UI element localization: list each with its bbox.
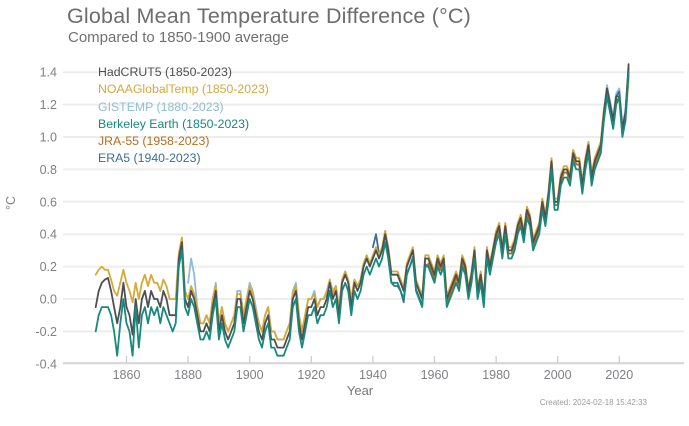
y-tick-label: 1.0 [40,131,57,145]
legend-item: NOAAGlobalTemp (1850-2023) [98,82,269,97]
legend: HadCRUT5 (1850-2023) NOAAGlobalTemp (1850… [98,64,269,168]
y-tick-label: 0.6 [40,195,57,209]
y-tick-label: 0.8 [40,163,57,177]
series-line-4 [94,71,630,357]
series-line-5 [427,74,630,304]
y-tick-label: 0.4 [40,228,57,242]
legend-item: ERA5 (1940-2023) [98,151,201,166]
y-tick-label: 1.4 [40,66,57,80]
x-axis-label: Year [346,383,374,398]
x-tick-label: 1980 [482,368,510,382]
y-tick-label: -0.2 [35,325,57,339]
x-tick-label: 1900 [236,368,264,382]
x-tick-label: 2020 [605,368,633,382]
y-axis-label: °C [4,195,19,211]
x-tick-label: 2000 [544,368,572,382]
legend-item: JRA-55 (1958-2023) [98,134,210,149]
legend-item: Berkeley Earth (1850-2023) [98,116,250,131]
x-tick-label: 1880 [174,368,202,382]
series-line-6 [371,66,630,307]
chart-subtitle: Compared to 1850-1900 average [68,29,289,46]
legend-item: GISTEMP (1880-2023) [98,99,224,114]
y-tick-label: -0.4 [35,357,57,371]
created-timestamp: Created: 2024-02-18 15:42:33 [539,398,647,407]
chart-title: Global Mean Temperature Difference (°C) [67,4,471,28]
x-tick-label: 1960 [421,368,449,382]
x-tick-label: 1920 [297,368,325,382]
x-tick-label: 1860 [113,368,141,382]
y-tick-label: 1.2 [40,98,57,112]
legend-item: HadCRUT5 (1850-2023) [98,65,232,79]
y-tick-label: 0.2 [40,260,57,274]
y-tick-label: 0.0 [40,293,57,307]
x-tick-label: 1940 [359,368,387,382]
